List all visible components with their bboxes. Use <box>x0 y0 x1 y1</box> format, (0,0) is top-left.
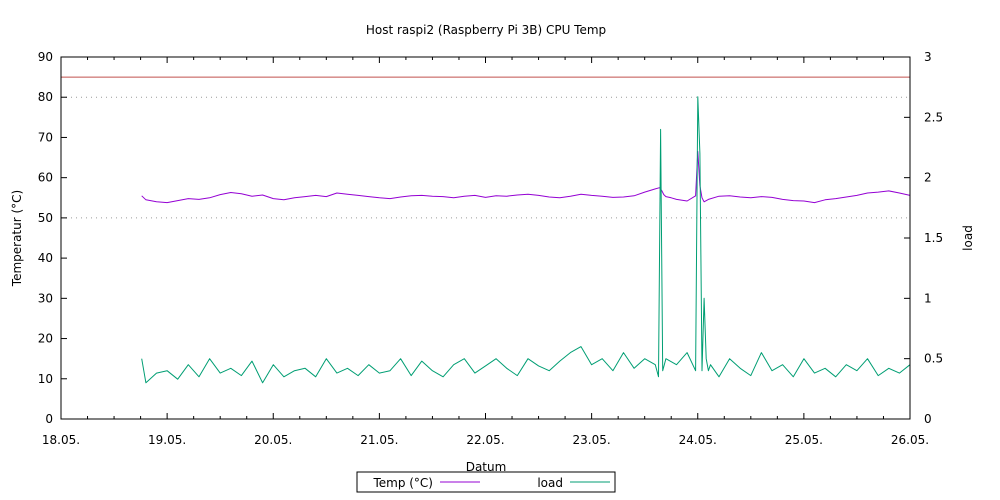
x-tick-label-1: 19.05. <box>148 433 186 447</box>
y-tick-label-8: 80 <box>38 90 53 104</box>
y-tick-label-6: 60 <box>38 171 53 185</box>
x-axis-label: Datum <box>466 460 507 474</box>
x-tick-label-8: 26.05. <box>891 433 929 447</box>
y2-tick-label-4: 2 <box>924 171 932 185</box>
legend: Temp (°C) load <box>356 471 616 493</box>
x-tick-label-3: 21.05. <box>360 433 398 447</box>
y-tick-label-5: 50 <box>38 211 53 225</box>
y-axis-label: Temperatur (°C) <box>10 190 24 287</box>
y-tick-label-0: 0 <box>45 412 53 426</box>
y-tick-label-7: 70 <box>38 130 53 144</box>
y-tick-label-9: 90 <box>38 50 53 64</box>
y2-tick-label-3: 1.5 <box>924 231 943 245</box>
series-line-load <box>141 96 911 384</box>
x-tick-label-6: 24.05. <box>679 433 717 447</box>
y-axis-right: 0 0.5 1 1.5 2 2.5 3 <box>904 50 943 426</box>
y-tick-label-1: 10 <box>38 372 53 386</box>
y-tick-label-4: 40 <box>38 251 53 265</box>
y-axis-left: 0 10 20 30 40 50 60 70 80 90 <box>38 50 67 426</box>
y2-tick-label-0: 0 <box>924 412 932 426</box>
x-tick-label-2: 20.05. <box>254 433 292 447</box>
y-tick-label-3: 30 <box>38 291 53 305</box>
x-tick-label-5: 23.05. <box>573 433 611 447</box>
series-lines <box>141 96 911 384</box>
series-line-temp <box>141 151 911 204</box>
chart-title: Host raspi2 (Raspberry Pi 3B) CPU Temp <box>366 23 606 37</box>
y2-tick-label-1: 0.5 <box>924 352 943 366</box>
y2-tick-label-2: 1 <box>924 291 932 305</box>
legend-label-load: load <box>537 476 563 490</box>
x-axis: 18.05. 19.05. 20.05. 21.05. 22.05. 23.05. 24.0… <box>42 57 929 447</box>
x-tick-label-0: 18.05. <box>42 433 80 447</box>
legend-box <box>356 471 616 493</box>
y2-tick-label-5: 2.5 <box>924 110 943 124</box>
legend-label-temp: Temp (°C) <box>372 476 433 490</box>
y2-axis-label: load <box>961 225 975 251</box>
y-tick-label-2: 20 <box>38 332 53 346</box>
x-tick-label-7: 25.05. <box>785 433 823 447</box>
y2-tick-label-6: 3 <box>924 50 932 64</box>
x-tick-label-4: 22.05. <box>466 433 504 447</box>
